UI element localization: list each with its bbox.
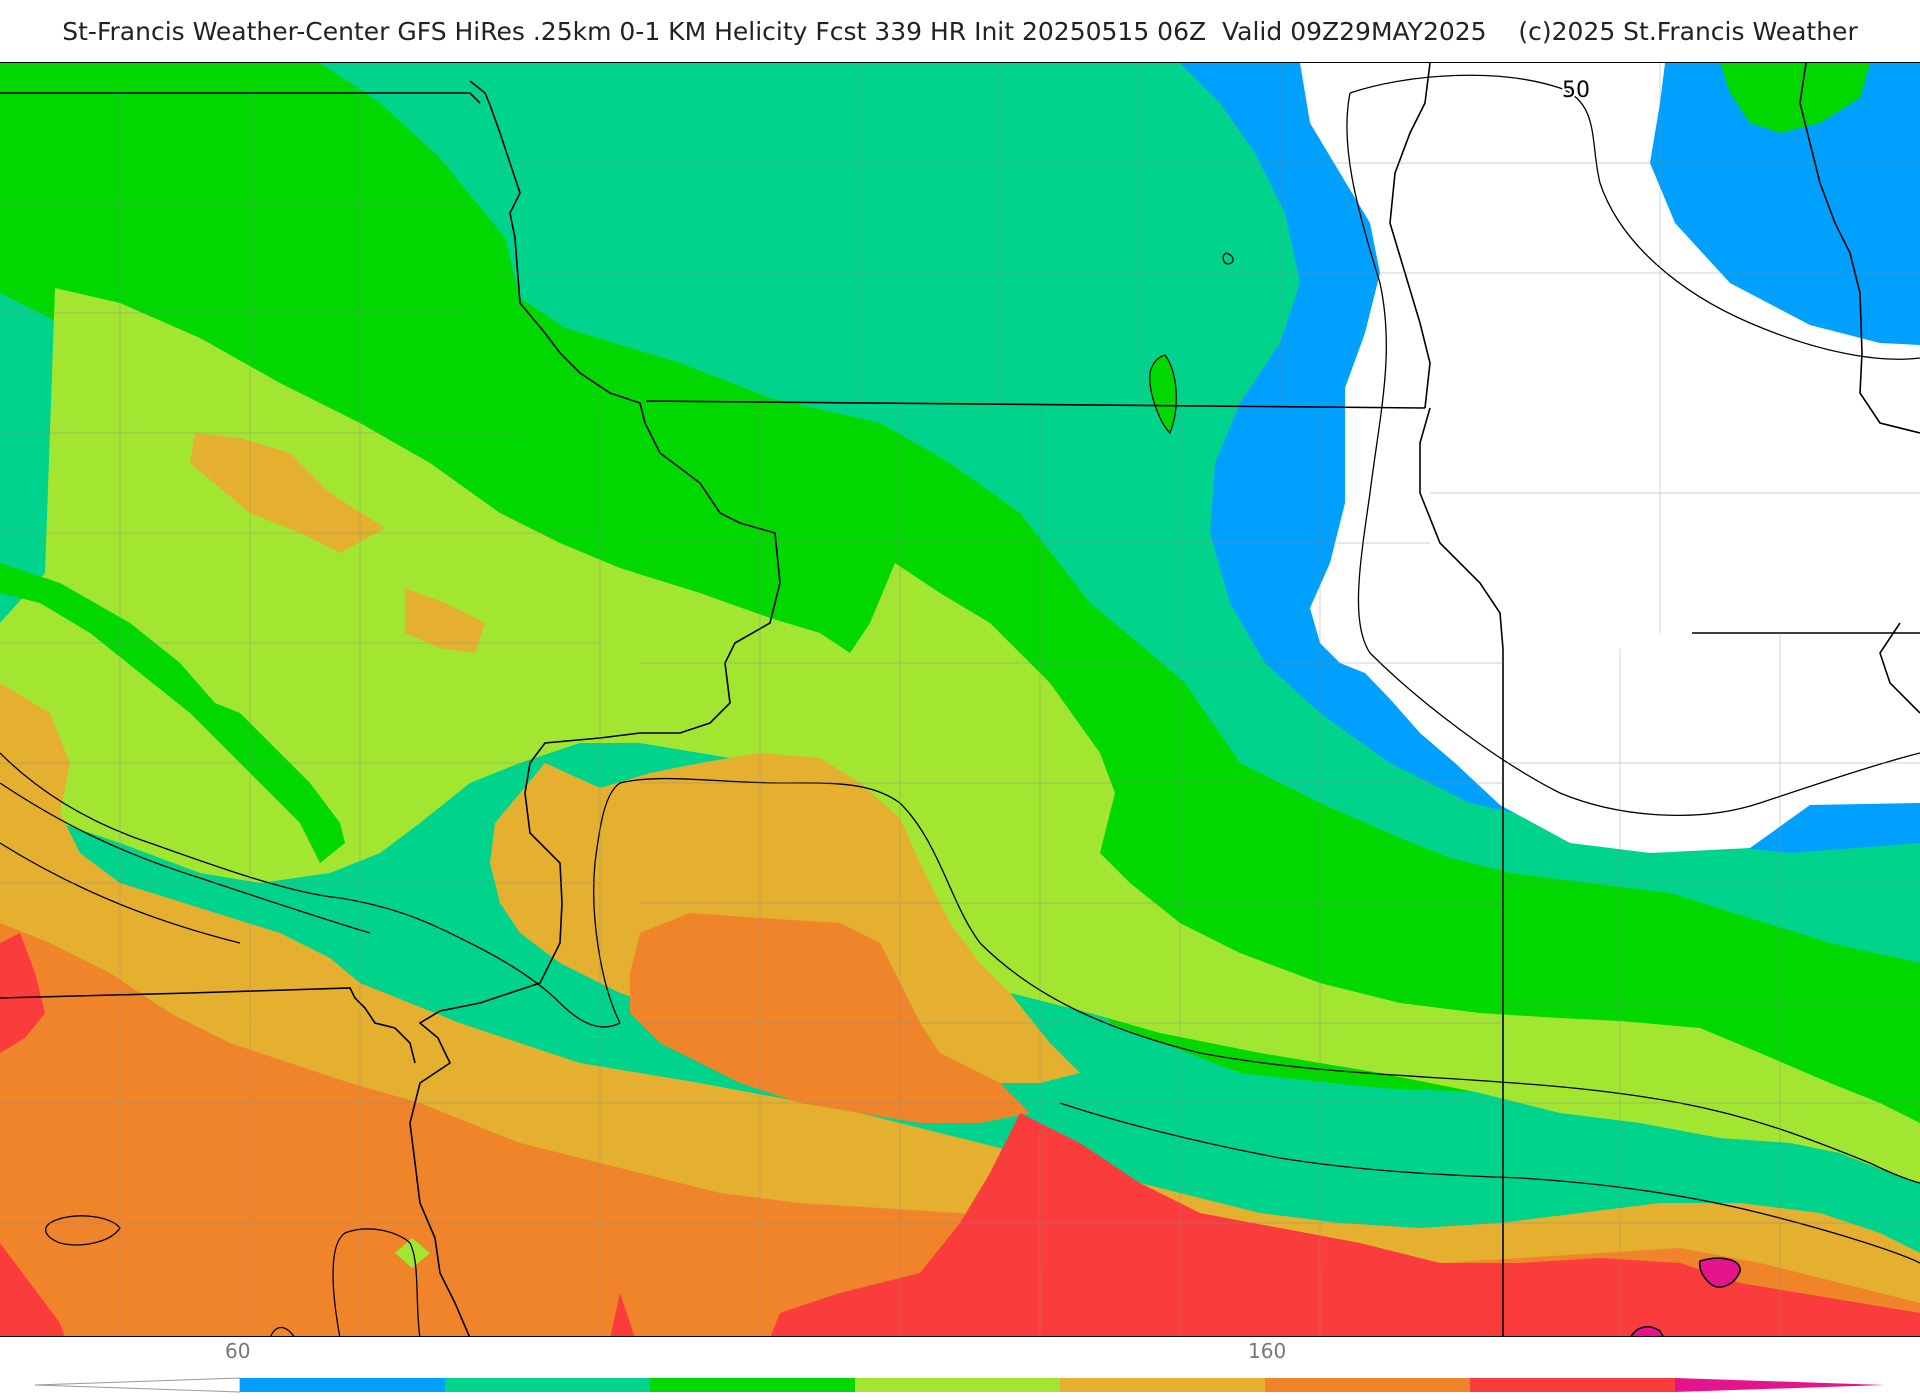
band-160-180 <box>0 923 1920 1336</box>
band-80-100-n <box>530 63 700 133</box>
county-lines <box>0 63 1920 1336</box>
colorbar-bin-180-200 <box>1470 1378 1675 1392</box>
band-100-120 <box>0 63 1920 1133</box>
band-140-160-patch-1 <box>190 433 385 553</box>
band-180-200-w <box>0 933 45 1053</box>
helicity-contours <box>0 74 1920 1336</box>
band-180-200-sw <box>0 1243 65 1336</box>
map-title: St-Francis Weather-Center GFS HiRes .25k… <box>62 16 1858 46</box>
map-title-bar: St-Francis Weather-Center GFS HiRes .25k… <box>0 0 1920 62</box>
contour-label-50: 50 <box>1562 78 1590 103</box>
band-160-180-sw <box>0 1163 440 1336</box>
band-100-120-ne <box>1720 63 1870 133</box>
band-120-140 <box>0 288 1920 1183</box>
colorbar-bin-160-180 <box>1265 1378 1470 1392</box>
legend-tick-60: 60 <box>225 1339 251 1363</box>
band-above-200-2 <box>1630 1326 1664 1336</box>
band-120-140-spot <box>395 1238 430 1268</box>
legend-tick-160: 160 <box>1248 1339 1287 1363</box>
band-140-160-north <box>490 753 1080 1083</box>
band-100-120-tongue-w <box>0 563 345 863</box>
colorbar-bin-140-160 <box>1060 1378 1265 1392</box>
colorbar-bin-60-80 <box>240 1378 445 1392</box>
band-100-120-isle <box>1149 354 1177 435</box>
band-140-160-patch-2 <box>405 588 485 653</box>
band-below-60 <box>1300 63 1920 853</box>
helicity-map: 50 <box>0 62 1920 1337</box>
colorbar <box>34 1377 1885 1393</box>
colorbar-bin-80-100 <box>445 1378 650 1392</box>
band-above-200-1 <box>1698 1257 1741 1288</box>
band-160-180-lobe <box>630 913 1030 1123</box>
colorbar-high-arrow <box>1675 1378 1885 1392</box>
colorbar-bin-100-120 <box>650 1378 855 1392</box>
band-180-200 <box>770 1113 1920 1336</box>
colorbar-low-arrow <box>34 1377 241 1393</box>
colorbar-bin-120-140 <box>855 1378 1060 1392</box>
colorbar-legend: 60 160 <box>0 1337 1920 1400</box>
band-180-200-s <box>610 1293 635 1336</box>
